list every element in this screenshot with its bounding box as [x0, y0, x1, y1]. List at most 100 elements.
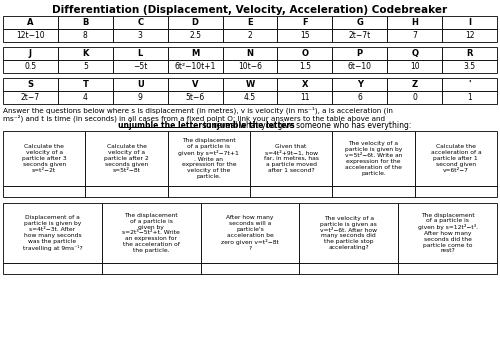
Bar	[168, 29, 222, 42]
Text: The velocity of a
particle is given as
v=t²−6t. After how
many seconds did
the p: The velocity of a particle is given as v…	[320, 216, 378, 250]
Bar	[3, 60, 58, 73]
Bar	[387, 78, 442, 91]
Bar	[332, 60, 387, 73]
Bar	[3, 203, 102, 263]
Bar	[332, 16, 387, 29]
Text: Calculate the
acceleration of a
particle after 1
second given
v=6t²−7: Calculate the acceleration of a particle…	[430, 144, 481, 173]
Bar	[113, 91, 168, 104]
Bar	[58, 78, 113, 91]
Bar	[3, 131, 86, 186]
Bar	[278, 60, 332, 73]
Bar	[332, 91, 387, 104]
Text: The displacement
of a particle is
given by s=12t²−t³.
After how many
seconds did: The displacement of a particle is given …	[418, 213, 478, 253]
Bar	[58, 91, 113, 104]
Text: 4.5: 4.5	[244, 93, 256, 102]
Bar	[332, 186, 414, 197]
Bar	[414, 131, 497, 186]
Text: 6t−10: 6t−10	[348, 62, 372, 71]
Bar	[222, 78, 278, 91]
Bar	[3, 47, 58, 60]
Text: ': '	[468, 80, 471, 89]
Bar	[222, 91, 278, 104]
Text: −5t: −5t	[133, 62, 148, 71]
Bar	[200, 203, 300, 263]
Text: K: K	[82, 49, 88, 58]
Bar	[3, 263, 102, 274]
Bar	[250, 131, 332, 186]
Bar	[387, 47, 442, 60]
Bar	[222, 60, 278, 73]
Text: R: R	[466, 49, 473, 58]
Text: 8: 8	[83, 31, 87, 40]
Bar	[387, 91, 442, 104]
Bar	[300, 203, 398, 263]
Bar	[113, 47, 168, 60]
Bar	[168, 60, 222, 73]
Text: X: X	[302, 80, 308, 89]
Text: The displacement
of a particle is
given by
s=2t³−5t²+t. Write
an expression for
: The displacement of a particle is given …	[122, 213, 180, 253]
Text: 12t−10: 12t−10	[16, 31, 45, 40]
Text: F: F	[302, 18, 308, 27]
Bar	[3, 16, 58, 29]
Bar	[113, 16, 168, 29]
Text: T: T	[82, 80, 88, 89]
Bar	[3, 91, 58, 104]
Text: Given that
s=4t²+9t−1, how
far, in metres, has
a particle moved
after 1 second?: Given that s=4t²+9t−1, how far, in metre…	[264, 144, 318, 173]
Text: 3: 3	[138, 31, 142, 40]
Text: U: U	[137, 80, 143, 89]
Text: Calculate the
velocity of a
particle after 3
seconds given
s=t²−2t: Calculate the velocity of a particle aft…	[22, 144, 66, 173]
Text: unjumble the letters: unjumble the letters	[206, 121, 294, 130]
Bar	[58, 47, 113, 60]
Text: J: J	[29, 49, 32, 58]
Text: V: V	[192, 80, 198, 89]
Bar	[168, 16, 222, 29]
Bar	[222, 47, 278, 60]
Bar	[398, 203, 497, 263]
Text: W: W	[246, 80, 254, 89]
Bar	[332, 78, 387, 91]
Bar	[332, 131, 414, 186]
Bar	[278, 47, 332, 60]
Bar	[200, 263, 300, 274]
Text: H: H	[411, 18, 418, 27]
Bar	[387, 16, 442, 29]
Text: 5: 5	[83, 62, 88, 71]
Text: 4: 4	[83, 93, 88, 102]
Text: L: L	[138, 49, 143, 58]
Text: A: A	[27, 18, 34, 27]
Bar	[113, 60, 168, 73]
Text: Z: Z	[412, 80, 418, 89]
Bar	[278, 29, 332, 42]
Text: E: E	[247, 18, 253, 27]
Text: D: D	[192, 18, 198, 27]
Text: B: B	[82, 18, 88, 27]
Bar	[102, 203, 200, 263]
Text: After how many
seconds will a
particle's
acceleration be
zero given v=t²−8t
?: After how many seconds will a particle's…	[221, 215, 279, 251]
Text: 15: 15	[300, 31, 310, 40]
Bar	[332, 47, 387, 60]
Bar	[278, 16, 332, 29]
Bar	[387, 29, 442, 42]
Text: 0: 0	[412, 93, 417, 102]
Text: 2t−7t: 2t−7t	[348, 31, 371, 40]
Bar	[398, 263, 497, 274]
Bar	[278, 78, 332, 91]
Bar	[58, 16, 113, 29]
Bar	[387, 60, 442, 73]
Bar	[58, 60, 113, 73]
Bar	[113, 29, 168, 42]
Text: C: C	[137, 18, 143, 27]
Text: 2.5: 2.5	[189, 31, 201, 40]
Text: 11: 11	[300, 93, 310, 102]
Text: unjumble the letters: unjumble the letters	[118, 121, 206, 130]
Bar	[86, 186, 168, 197]
Text: S: S	[28, 80, 34, 89]
Bar	[250, 186, 332, 197]
Bar	[332, 29, 387, 42]
Bar	[102, 263, 200, 274]
Text: 12: 12	[465, 31, 474, 40]
Text: 10: 10	[410, 62, 420, 71]
Bar	[3, 186, 86, 197]
Bar	[168, 47, 222, 60]
Bar	[442, 29, 497, 42]
